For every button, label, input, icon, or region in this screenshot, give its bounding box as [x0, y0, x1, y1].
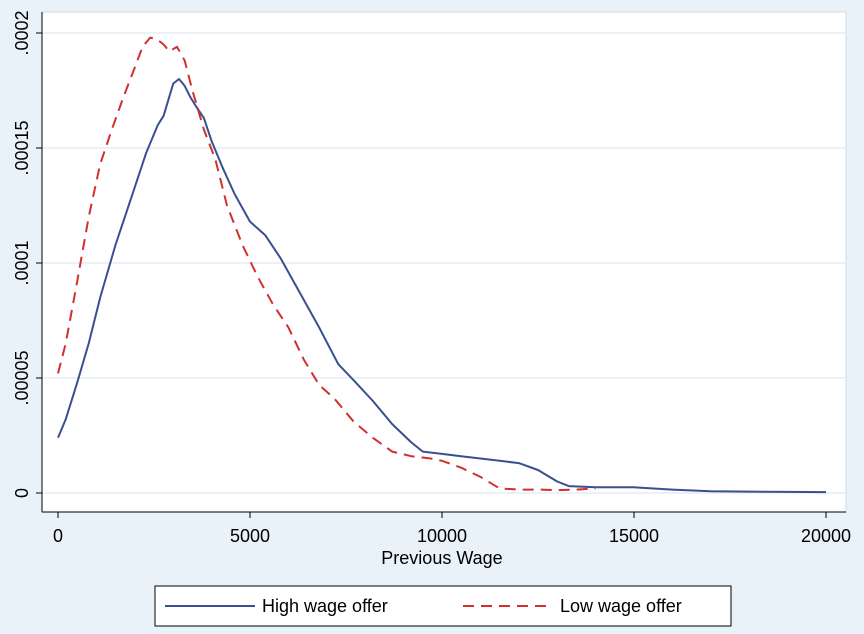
- y-tick-label: 0: [12, 488, 32, 498]
- y-tick-label: .00005: [12, 350, 32, 405]
- x-tick-label: 20000: [801, 526, 851, 546]
- x-tick-label: 15000: [609, 526, 659, 546]
- grid-lines: [42, 32, 846, 494]
- legend-label-high-wage: High wage offer: [262, 596, 388, 616]
- y-tick-label: .00015: [12, 120, 32, 175]
- x-tick-label: 10000: [417, 526, 467, 546]
- y-tick-label: .0002: [12, 10, 32, 55]
- y-tick-label: .0001: [12, 240, 32, 285]
- x-tick-label: 0: [53, 526, 63, 546]
- plot-area: [41, 11, 847, 513]
- legend: High wage offer Low wage offer: [154, 585, 732, 627]
- x-axis-label: Previous Wage: [381, 548, 502, 568]
- y-axis: 0 .00005 .0001 .00015 .0002: [12, 10, 43, 512]
- x-axis: 0 5000 10000 15000 20000: [42, 511, 851, 546]
- series-lines: [57, 36, 827, 494]
- legend-label-low-wage: Low wage offer: [560, 596, 682, 616]
- series-line-high-wage: [57, 78, 827, 494]
- x-tick-label: 5000: [230, 526, 270, 546]
